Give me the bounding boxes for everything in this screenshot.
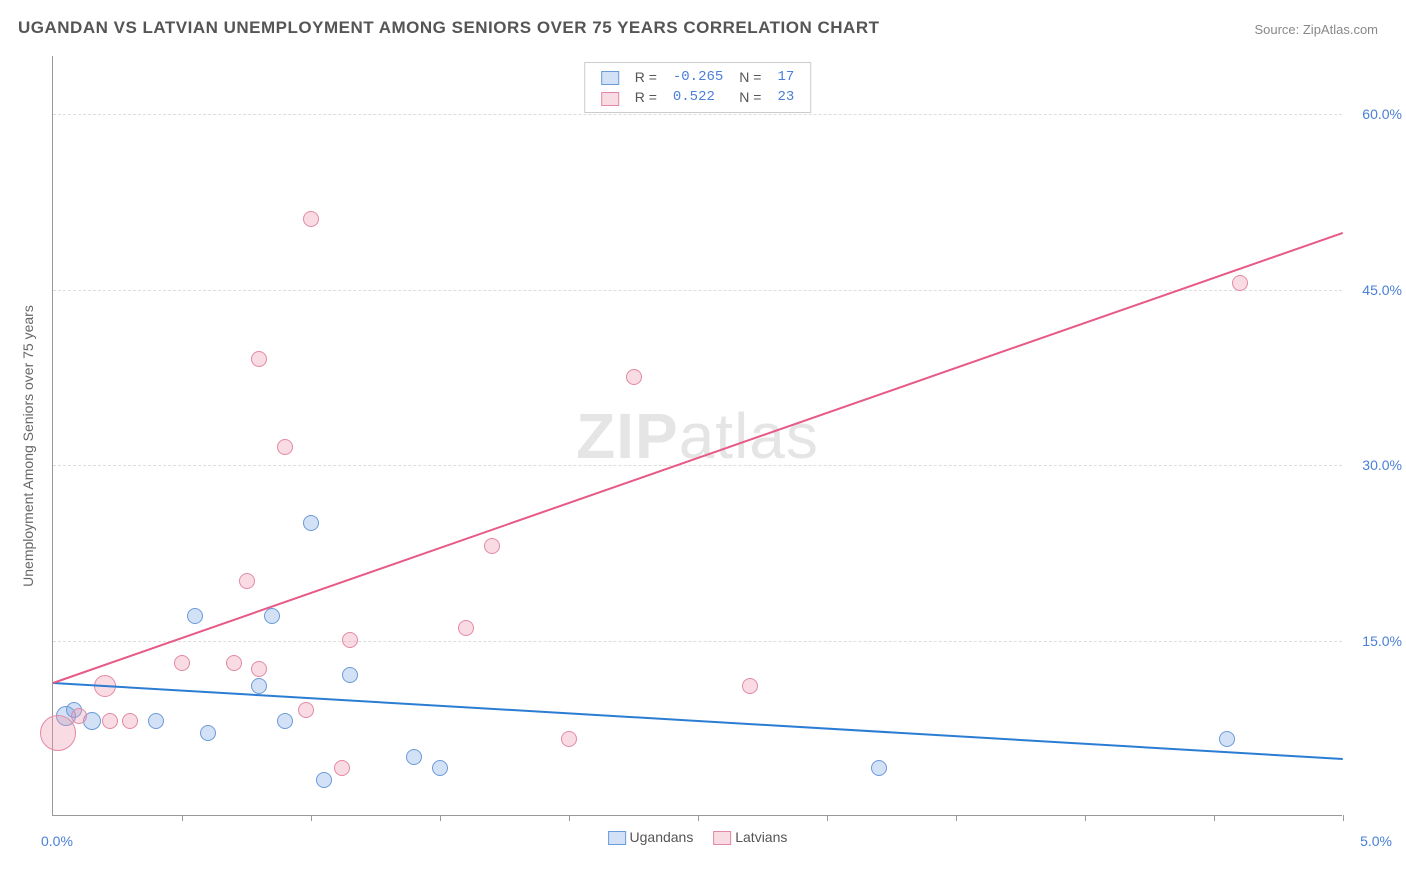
legend-item: Ugandans (608, 829, 694, 845)
legend-swatch (601, 71, 619, 85)
data-point (122, 713, 138, 729)
r-label: R = (627, 87, 665, 107)
y-tick-label: 30.0% (1362, 457, 1402, 473)
data-point (458, 620, 474, 636)
n-label: N = (731, 67, 769, 87)
legend-stats: R =-0.265N =17R =0.522N =23 (584, 62, 812, 113)
data-point (316, 772, 332, 788)
legend-label: Ugandans (630, 829, 694, 845)
data-point (1232, 275, 1248, 291)
legend-label: Latvians (735, 829, 787, 845)
legend-series: Ugandans Latvians (598, 829, 798, 845)
data-point (1219, 731, 1235, 747)
y-tick-label: 60.0% (1362, 106, 1402, 122)
trend-line (53, 682, 1343, 760)
data-point (334, 760, 350, 776)
legend-stat-row: R =0.522N =23 (593, 87, 803, 107)
data-point (342, 632, 358, 648)
x-tick (1085, 815, 1086, 821)
data-point (102, 713, 118, 729)
x-tick (440, 815, 441, 821)
data-point (251, 351, 267, 367)
x-tick (956, 815, 957, 821)
legend-swatch (713, 831, 731, 845)
r-value: -0.265 (665, 67, 731, 87)
n-value: 23 (769, 87, 802, 107)
legend-item: Latvians (713, 829, 787, 845)
data-point (251, 678, 267, 694)
watermark: ZIPatlas (576, 399, 819, 473)
data-point (226, 655, 242, 671)
legend-stat-row: R =-0.265N =17 (593, 67, 803, 87)
data-point (561, 731, 577, 747)
y-tick-label: 15.0% (1362, 633, 1402, 649)
x-tick (1343, 815, 1344, 821)
data-point (187, 608, 203, 624)
chart-title: UGANDAN VS LATVIAN UNEMPLOYMENT AMONG SE… (18, 18, 879, 38)
data-point (264, 608, 280, 624)
n-value: 17 (769, 67, 802, 87)
x-tick (827, 815, 828, 821)
y-tick-label: 45.0% (1362, 282, 1402, 298)
x-tick (569, 815, 570, 821)
gridline (53, 114, 1342, 115)
data-point (303, 211, 319, 227)
y-axis-label: Unemployment Among Seniors over 75 years (20, 305, 36, 587)
data-point (342, 667, 358, 683)
gridline (53, 641, 1342, 642)
legend-swatch (608, 831, 626, 845)
r-value: 0.522 (665, 87, 731, 107)
x-tick (698, 815, 699, 821)
data-point (303, 515, 319, 531)
data-point (742, 678, 758, 694)
r-label: R = (627, 67, 665, 87)
data-point (40, 715, 76, 751)
data-point (239, 573, 255, 589)
x-tick (182, 815, 183, 821)
x-tick (311, 815, 312, 821)
legend-swatch (601, 92, 619, 106)
source-attribution: Source: ZipAtlas.com (1254, 22, 1378, 37)
data-point (432, 760, 448, 776)
x-min-label: 0.0% (41, 833, 73, 849)
data-point (406, 749, 422, 765)
trend-line (53, 231, 1344, 683)
n-label: N = (731, 87, 769, 107)
plot-area: ZIPatlas 15.0%30.0%45.0%60.0% 0.0% 5.0% … (52, 56, 1342, 816)
x-max-label: 5.0% (1360, 833, 1392, 849)
data-point (871, 760, 887, 776)
data-point (71, 708, 87, 724)
data-point (277, 713, 293, 729)
data-point (277, 439, 293, 455)
watermark-bold: ZIP (576, 400, 679, 472)
data-point (174, 655, 190, 671)
data-point (626, 369, 642, 385)
data-point (148, 713, 164, 729)
data-point (200, 725, 216, 741)
data-point (298, 702, 314, 718)
gridline (53, 465, 1342, 466)
data-point (484, 538, 500, 554)
gridline (53, 290, 1342, 291)
x-tick (1214, 815, 1215, 821)
watermark-light: atlas (679, 400, 819, 472)
data-point (251, 661, 267, 677)
